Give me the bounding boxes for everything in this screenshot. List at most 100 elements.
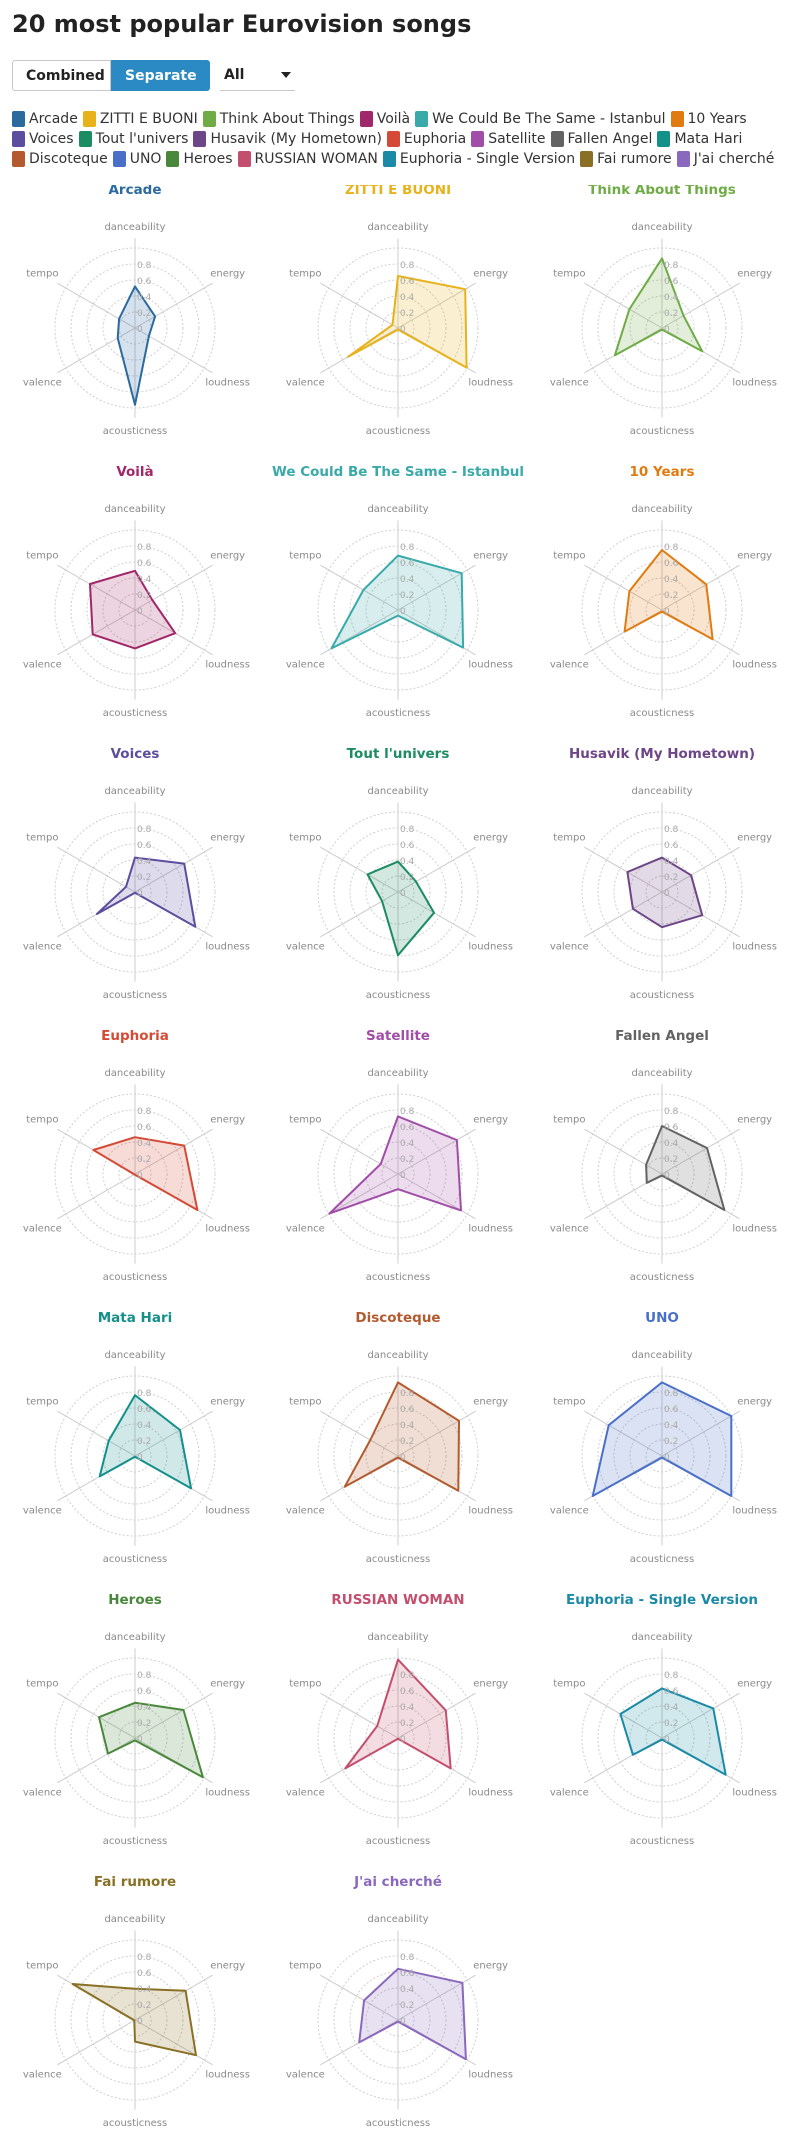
axis-label: acousticness (103, 708, 167, 719)
series-area[interactable] (623, 549, 714, 641)
legend-item[interactable]: We Could Be The Same - Istanbul (415, 110, 666, 127)
legend-item[interactable]: Satellite (471, 130, 546, 147)
tick-label: 0.8 (400, 1671, 415, 1681)
tick-label: 0.8 (137, 1389, 152, 1399)
legend-item[interactable]: Arcade (12, 110, 78, 127)
axis-label: energy (210, 269, 245, 280)
tick-label: 0.8 (400, 261, 415, 271)
separate-button[interactable]: Separate (111, 60, 210, 91)
axis-label: danceability (104, 504, 165, 515)
series-area[interactable] (626, 856, 704, 929)
axis-spoke (661, 891, 740, 938)
series-area[interactable] (619, 1687, 727, 1776)
axis-spoke (57, 1410, 136, 1457)
legend-item[interactable]: J'ai cherché (676, 150, 774, 167)
tick-label: 0.8 (664, 261, 679, 271)
legend-item[interactable]: Voilà (359, 110, 410, 127)
legend-item[interactable]: Discoteque (12, 150, 108, 167)
radar-chart: Voices danceability energy loudness acoustic… (23, 746, 250, 1001)
axis-label: danceability (631, 786, 692, 797)
axis-label: acousticness (366, 990, 430, 1001)
series-area[interactable] (613, 257, 704, 357)
series-area[interactable] (95, 856, 197, 928)
axis-spoke (320, 1974, 399, 2021)
series-area[interactable] (89, 569, 177, 650)
axis-label: danceability (631, 504, 692, 515)
series-area[interactable] (645, 1125, 726, 1211)
grid-ring (102, 859, 168, 925)
legend-item[interactable]: Fai rumore (580, 150, 672, 167)
legend-item[interactable]: Euphoria (386, 130, 466, 147)
axis-spoke (134, 282, 213, 329)
radar-chart: Fai rumore danceability energy loudness acou… (23, 1874, 250, 2129)
legend-item[interactable]: Tout l'univers (78, 130, 188, 147)
tick-label: 0.4 (664, 857, 679, 867)
song-filter-select[interactable]: All (220, 60, 295, 91)
tick-label: 0.2 (137, 1719, 151, 1729)
tick-label: 0.8 (664, 1389, 679, 1399)
series-area[interactable] (366, 860, 435, 957)
legend-label: Voices (29, 130, 74, 147)
legend-item[interactable]: UNO (112, 150, 161, 167)
series-area[interactable] (591, 1381, 733, 1497)
radar-chart: RUSSIAN WOMAN danceability energy loudness a… (286, 1592, 513, 1847)
chart-title: We Could Be The Same - Istanbul (272, 464, 524, 480)
chart-title: Tout l'univers (347, 746, 450, 762)
legend-item[interactable]: Heroes (166, 150, 233, 167)
axis-spoke (584, 1128, 663, 1175)
legend-item[interactable]: ZITTI E BUONI (82, 110, 198, 127)
tick-label: 0.4 (137, 1703, 152, 1713)
series-area[interactable] (328, 1115, 462, 1215)
legend-item[interactable]: Mata Hari (657, 130, 742, 147)
axis-label: energy (737, 269, 772, 280)
series-area[interactable] (347, 275, 468, 369)
tick-label: 0.2 (137, 309, 151, 319)
legend-item[interactable]: Voices (12, 130, 74, 147)
axis-label: energy (473, 1115, 508, 1126)
legend-label: Fallen Angel (567, 130, 653, 147)
series-area[interactable] (358, 1967, 467, 2061)
axis-spoke (57, 282, 136, 329)
series-area[interactable] (330, 554, 465, 650)
axis-label: valence (23, 942, 62, 953)
axis-spoke (134, 2019, 213, 2066)
tick-label: 0.6 (137, 1687, 152, 1697)
legend-item[interactable]: 10 Years (670, 110, 747, 127)
series-area[interactable] (98, 1394, 193, 1490)
legend-item[interactable]: Fallen Angel (550, 130, 653, 147)
axis-label: tempo (553, 551, 585, 562)
tick-label: 0.6 (664, 1687, 679, 1697)
series-area[interactable] (116, 285, 157, 406)
legend-label: RUSSIAN WOMAN (254, 150, 378, 167)
axis-label: tempo (26, 833, 58, 844)
axis-label: acousticness (366, 708, 430, 719)
combined-button[interactable]: Combined (12, 60, 111, 91)
legend-swatch (12, 130, 25, 147)
legend-label: Euphoria - Single Version (399, 150, 576, 167)
series-area[interactable] (98, 1701, 204, 1779)
axis-label: energy (210, 833, 245, 844)
series-area[interactable] (71, 1983, 197, 2057)
axis-spoke (584, 846, 663, 893)
legend-item[interactable]: Husavik (My Hometown) (193, 130, 382, 147)
series-area[interactable] (92, 1136, 199, 1211)
tick-label: 0.8 (400, 1107, 415, 1117)
axis-label: loudness (205, 1506, 250, 1517)
axis-label: valence (550, 1506, 589, 1517)
legend-item[interactable]: Euphoria - Single Version (382, 150, 576, 167)
series-area[interactable] (344, 1658, 452, 1770)
radar-chart: Euphoria danceability energy loudness acoust… (23, 1028, 250, 1283)
legend-item[interactable]: Think About Things (202, 110, 355, 127)
tick-label: 0.4 (664, 293, 679, 303)
legend-label: 10 Years (687, 110, 747, 127)
legend-swatch (12, 150, 25, 167)
axis-spoke (134, 1410, 213, 1457)
tick-label: 0 (664, 1453, 670, 1463)
radar-chart-grid: Arcade danceability energy loudness acoustic… (23, 185, 777, 2129)
radar-chart: Think About Things danceability energy loud… (550, 185, 777, 437)
legend-label: Think About Things (219, 110, 355, 127)
legend-item[interactable]: RUSSIAN WOMAN (237, 150, 378, 167)
series-area[interactable] (343, 1381, 460, 1492)
axis-label: energy (737, 1397, 772, 1408)
legend-swatch (550, 130, 564, 147)
